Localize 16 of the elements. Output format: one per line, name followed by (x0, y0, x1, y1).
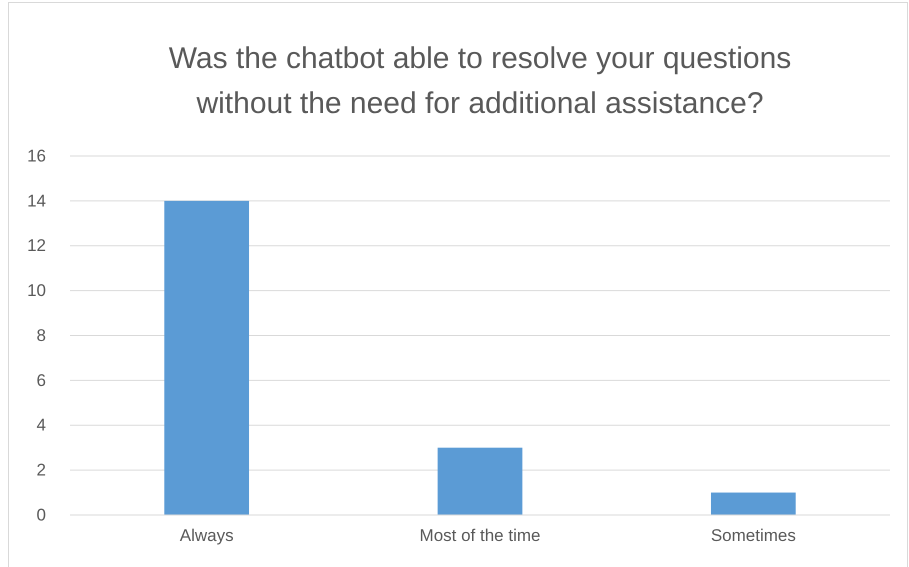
x-tick-label: Sometimes (710, 526, 796, 546)
bar (710, 492, 796, 515)
bar (438, 448, 522, 515)
y-tick-label: 14 (27, 191, 46, 210)
x-tick-label: Always (180, 526, 234, 546)
y-tick-label: 2 (36, 460, 46, 480)
y-tick-label: 16 (27, 146, 46, 166)
bar (164, 200, 250, 515)
y-tick-label: 8 (36, 326, 46, 345)
y-tick-label: 4 (36, 416, 46, 435)
y-tick-label: 10 (27, 281, 46, 300)
y-tick-label: 12 (27, 236, 46, 256)
y-tick-label: 0 (36, 505, 46, 524)
y-tick-label: 6 (36, 370, 46, 390)
chart-title: Was the chatbot able to resolve your questions without the need for additional assistance? (168, 42, 792, 120)
x-tick-label: Most of the time (420, 526, 540, 546)
